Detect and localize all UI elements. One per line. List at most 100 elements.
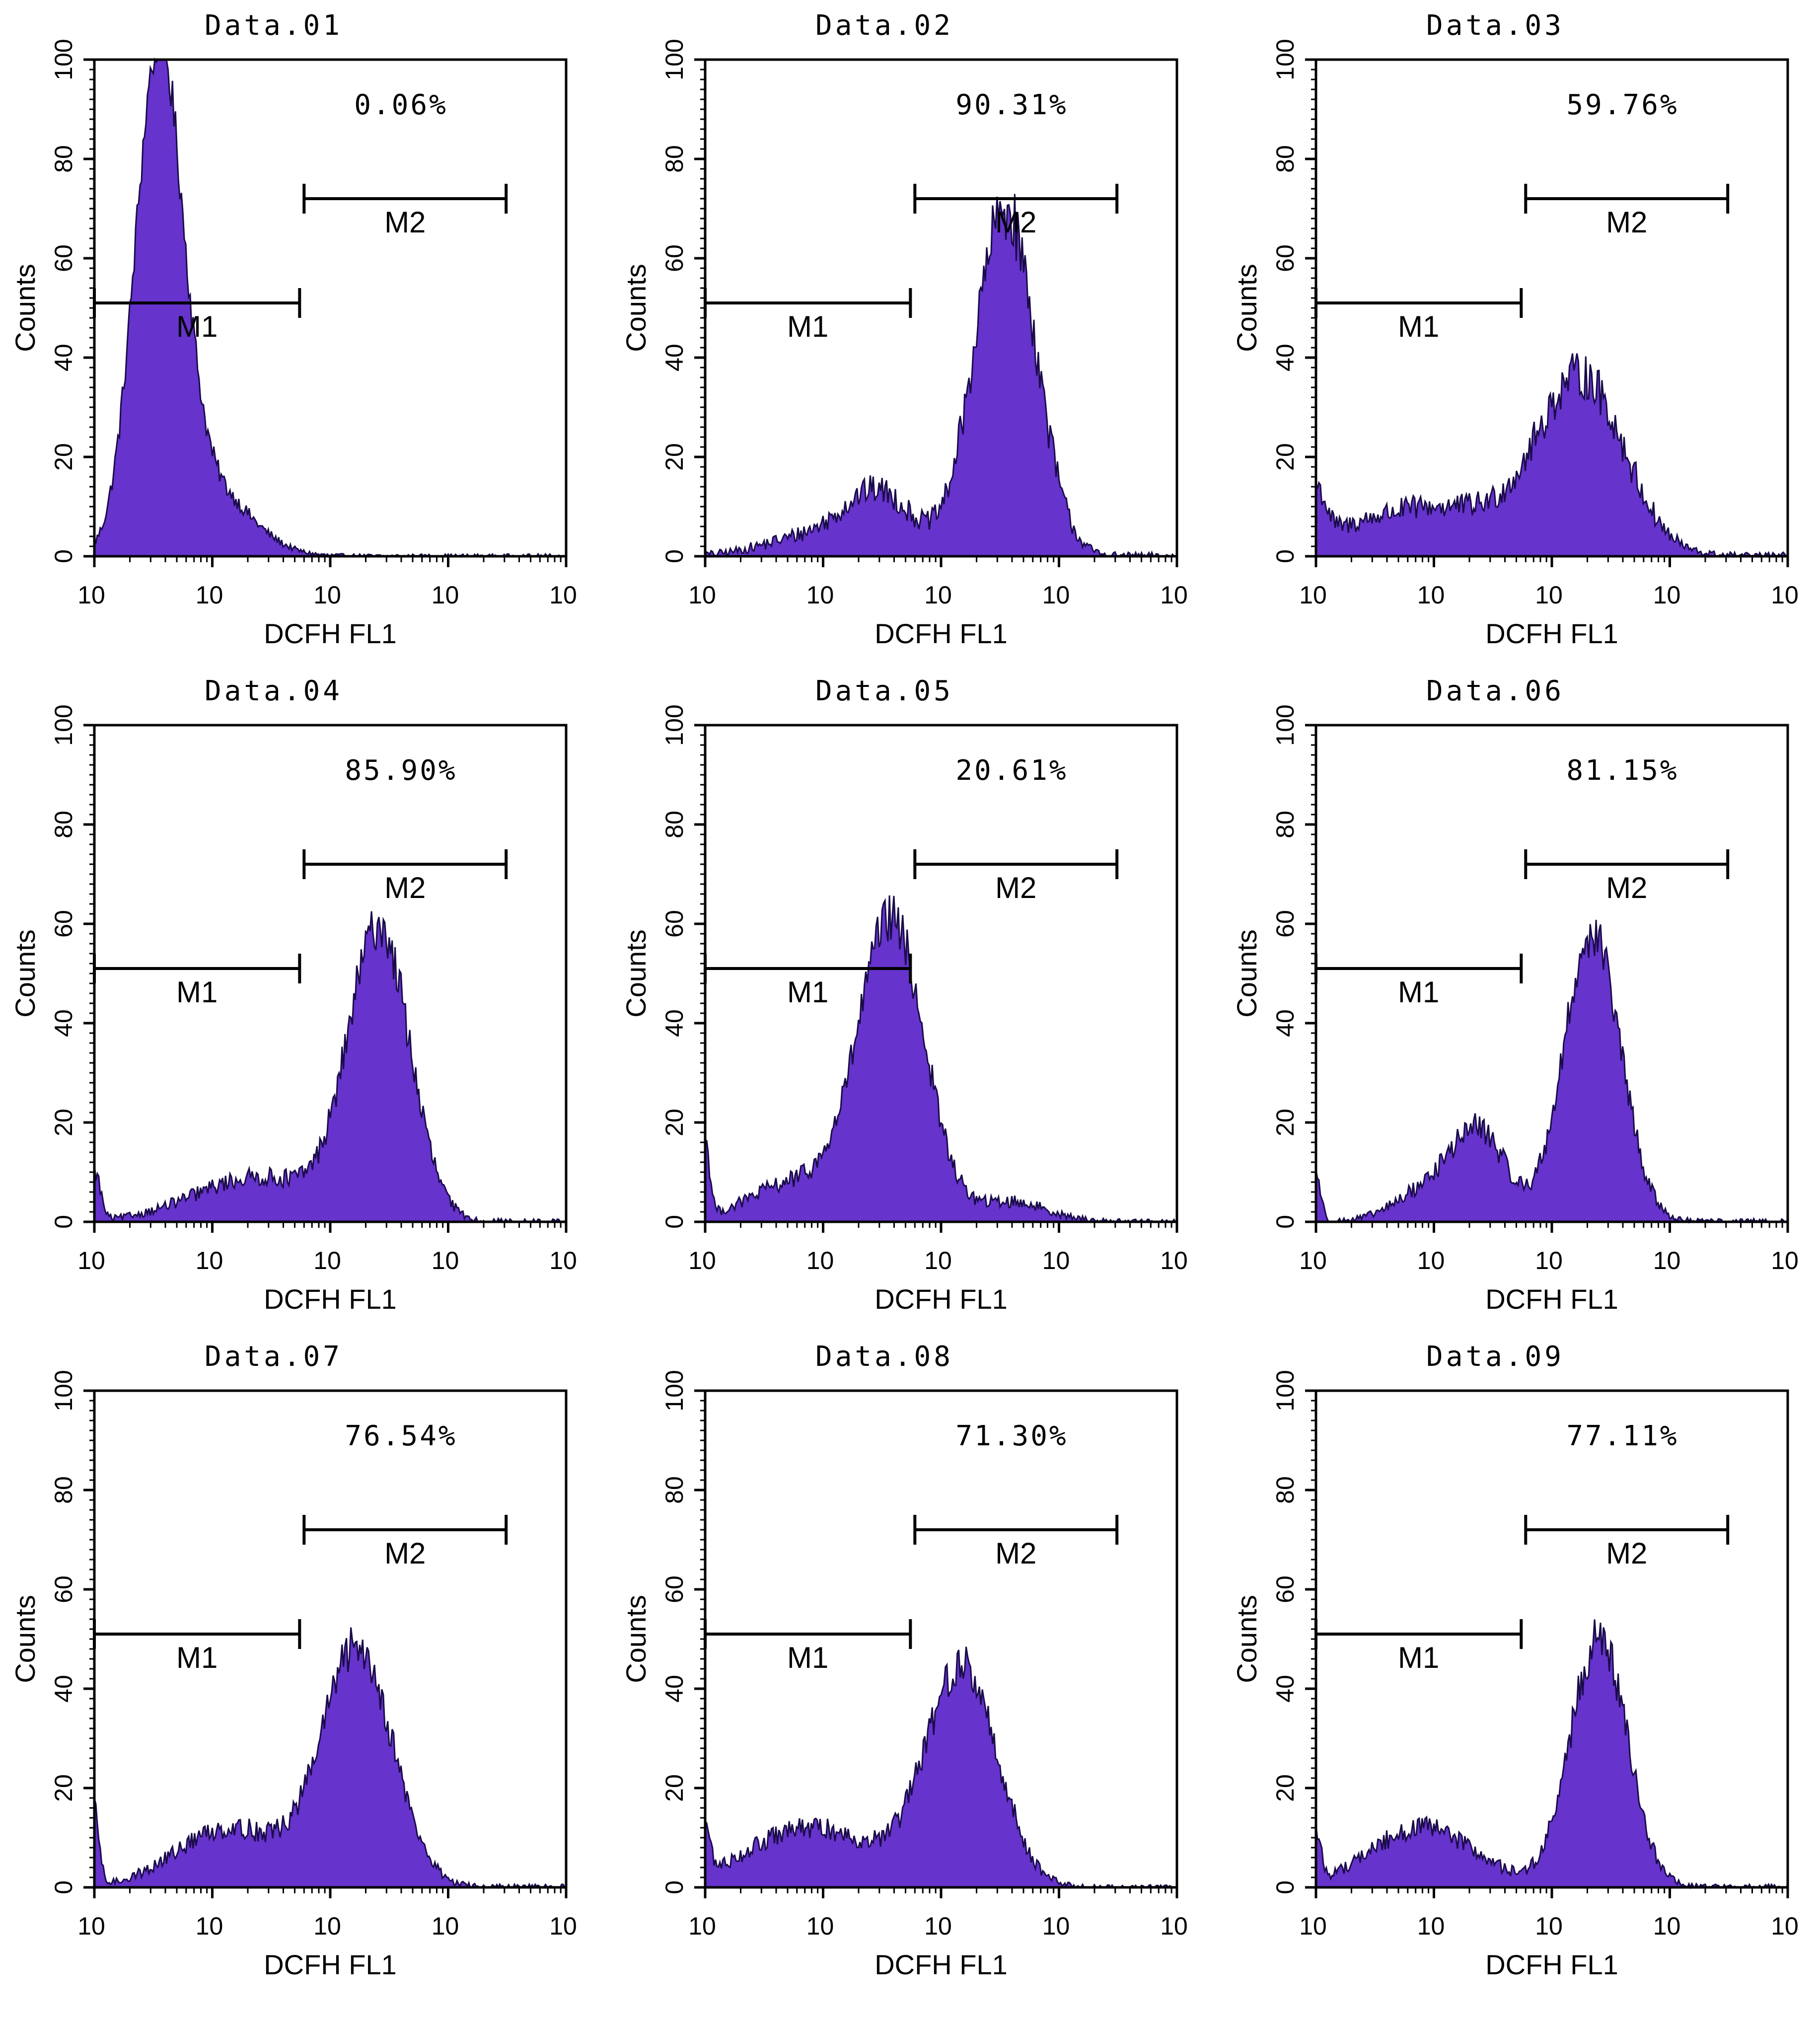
x-tick-label: 10 [1160,1247,1188,1274]
marker-m2-label: M2 [1606,1537,1647,1570]
y-tick-label: 20 [660,1109,688,1136]
histogram-panel: Data.03020406080100Counts100101102103104… [1227,0,1820,666]
x-tick-label: 10 [1417,1912,1445,1940]
y-tick-label: 20 [1271,1109,1299,1136]
x-axis-label: DCFH FL1 [1485,1949,1618,1980]
x-axis-label: DCFH FL1 [264,1283,397,1315]
y-tick-label: 60 [50,244,77,272]
y-tick-label: 100 [1271,39,1299,80]
x-tick-label: 10 [432,1247,459,1274]
percent-label: 20.61% [955,754,1068,787]
percent-label: 90.31% [955,89,1068,121]
y-tick-label: 40 [1271,1675,1299,1703]
y-axis-label: Counts [9,264,41,352]
x-tick-label: 10 [924,1247,952,1274]
percent-label: 0.06% [354,89,448,121]
histogram-svg: Data.01020406080100Counts100101102103104… [9,9,577,649]
histogram-panel: Data.01020406080100Counts100101102103104… [5,0,601,666]
x-axis-label: DCFH FL1 [1485,1283,1618,1315]
x-tick-label: 10 [549,1912,577,1940]
x-tick-label: 10 [1299,1912,1327,1940]
y-tick-label: 40 [660,344,688,372]
x-tick-label: 10 [77,1912,105,1940]
y-tick-label: 20 [660,1774,688,1802]
marker-m1-label: M1 [176,975,218,1009]
x-tick-label: 10 [313,1912,341,1940]
y-tick-label: 100 [660,1370,688,1411]
x-tick-label: 10 [196,581,223,609]
x-tick-label: 10 [77,581,105,609]
histogram-area [704,895,1178,1223]
y-tick-label: 60 [660,910,688,938]
x-tick-label: 10 [924,1912,952,1940]
y-tick-label: 0 [1271,1215,1299,1229]
y-tick-label: 20 [660,443,688,471]
marker-m1-label: M1 [787,1641,828,1674]
chart-title: Data.05 [815,675,953,707]
y-axis-label: Counts [620,1595,652,1683]
x-tick-label: 10 [1535,1247,1563,1274]
marker-m1-label: M1 [1398,975,1439,1009]
y-tick-label: 80 [660,145,688,173]
x-tick-label: 10 [549,581,577,609]
chart-title: Data.02 [815,9,953,42]
histogram-panel: Data.05020406080100Counts100101102103104… [616,666,1212,1331]
chart-title: Data.01 [205,9,343,42]
marker-m2-label: M2 [1606,206,1647,239]
histogram-panel: Data.09020406080100Counts100101102103104… [1227,1331,1820,1997]
y-tick-label: 80 [1271,1476,1299,1504]
histogram-area [1315,1619,1789,1890]
y-tick-label: 40 [50,1675,77,1703]
histogram-svg: Data.07020406080100Counts100101102103104… [9,1341,577,1980]
chart-title: Data.03 [1426,9,1564,42]
y-tick-label: 80 [660,1476,688,1504]
y-tick-label: 80 [1271,811,1299,838]
histogram-area [93,57,567,558]
y-tick-label: 60 [1271,1575,1299,1603]
x-axis-label: DCFH FL1 [874,618,1008,649]
histogram-svg: Data.05020406080100Counts100101102103104… [620,675,1188,1315]
histogram-svg: Data.02020406080100Counts100101102103104… [620,9,1188,649]
x-tick-label: 10 [1653,1247,1681,1274]
x-tick-label: 10 [806,1912,834,1940]
y-axis-label: Counts [620,264,652,352]
y-tick-label: 60 [1271,910,1299,938]
y-tick-label: 40 [1271,1009,1299,1037]
percent-label: 81.15% [1566,754,1678,787]
x-tick-label: 10 [806,581,834,609]
chart-title: Data.04 [205,675,343,707]
marker-m1-label: M1 [1398,1641,1439,1674]
histogram-panel: Data.04020406080100Counts100101102103104… [5,666,601,1331]
y-tick-label: 0 [1271,1880,1299,1894]
y-tick-label: 0 [660,1215,688,1229]
x-tick-label: 10 [196,1912,223,1940]
histogram-panel: Data.08020406080100Counts100101102103104… [616,1331,1212,1997]
y-tick-label: 40 [50,1009,77,1037]
x-tick-label: 10 [77,1247,105,1274]
y-tick-label: 100 [50,704,77,746]
marker-m2-label: M2 [384,871,426,904]
chart-title: Data.09 [1426,1341,1564,1373]
x-tick-label: 10 [688,1912,716,1940]
y-tick-label: 60 [660,1575,688,1603]
x-tick-label: 10 [313,1247,341,1274]
x-tick-label: 10 [1042,1912,1070,1940]
x-tick-label: 10 [688,581,716,609]
y-tick-label: 60 [50,910,77,938]
histogram-svg: Data.09020406080100Counts100101102103104… [1231,1341,1799,1980]
x-tick-label: 10 [1417,1247,1445,1274]
y-tick-label: 20 [1271,443,1299,471]
x-tick-label: 10 [1299,581,1327,609]
y-axis-label: Counts [1231,264,1262,352]
x-tick-label: 10 [1042,1247,1070,1274]
x-tick-label: 10 [924,581,952,609]
x-tick-label: 10 [432,581,459,609]
x-tick-label: 10 [1535,1912,1563,1940]
histogram-area [704,194,1177,559]
histogram-area [1315,919,1788,1224]
x-axis-label: DCFH FL1 [264,618,397,649]
x-tick-label: 10 [688,1247,716,1274]
histogram-area [1315,353,1788,559]
marker-m1-label: M1 [1398,310,1439,343]
